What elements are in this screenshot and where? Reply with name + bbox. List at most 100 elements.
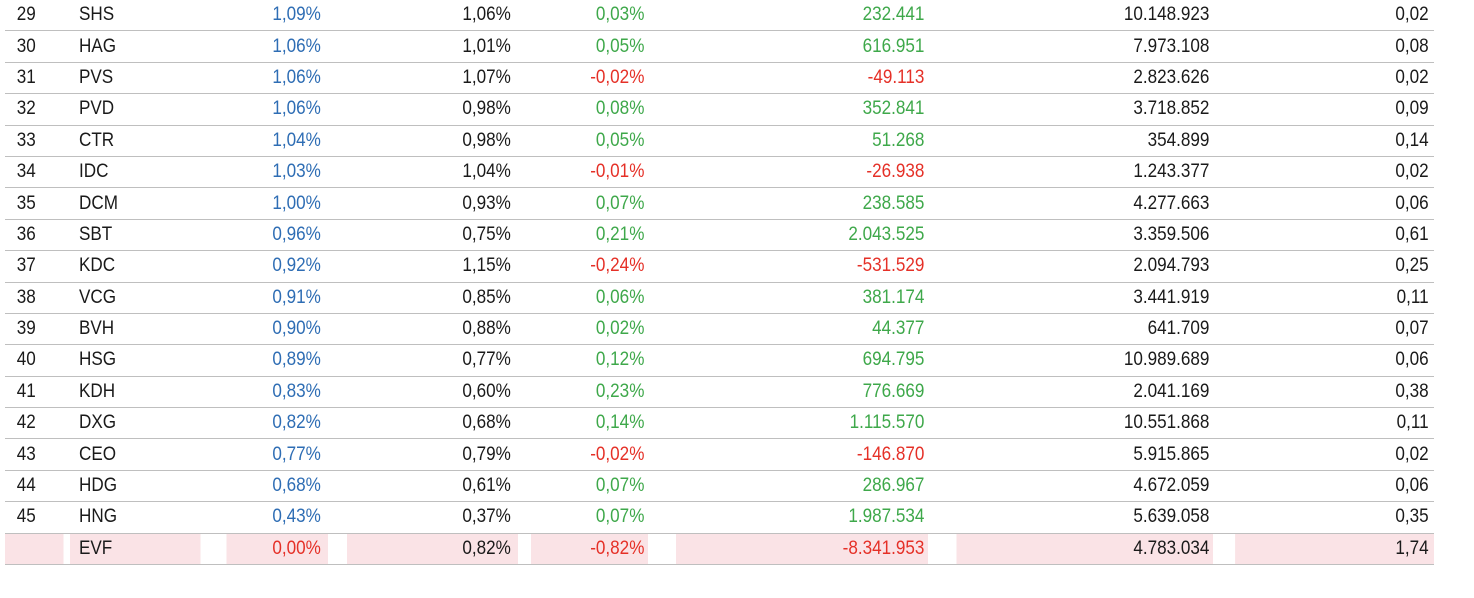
value-cell: 44.377 [676, 313, 928, 346]
volume-cell: 354.899 [956, 125, 1213, 157]
value-cell: -26.938 [676, 156, 928, 189]
value-cell: -531.529 [676, 250, 928, 283]
change-cell: 0,07% [531, 187, 648, 220]
value-cell: 238.585 [676, 187, 928, 220]
change-cell: 0,06% [531, 282, 648, 314]
prev-weight-cell: 0,68% [347, 407, 518, 440]
ticker-cell: SHS [70, 0, 201, 32]
value-cell: -49.113 [676, 62, 928, 95]
prev-weight-cell: 0,60% [347, 376, 518, 409]
prev-weight-cell: 1,07% [347, 62, 518, 95]
change-cell: 0,21% [531, 219, 648, 252]
ticker-cell: PVS [70, 62, 201, 95]
volume-cell: 3.441.919 [956, 282, 1213, 314]
ticker-cell: HSG [70, 344, 201, 377]
weight-cell: 1,06% [226, 30, 328, 63]
ratio-cell: 0,25 [1235, 250, 1434, 283]
volume-cell: 2.823.626 [956, 62, 1213, 95]
value-cell: 51.268 [676, 125, 928, 157]
ratio-cell: 0,35 [1235, 501, 1434, 534]
ticker-cell: HAG [70, 30, 201, 63]
ticker-cell: IDC [70, 156, 201, 189]
rank-cell: 33 [5, 125, 64, 157]
rank-cell: 42 [5, 407, 64, 440]
prev-weight-cell: 0,37% [347, 501, 518, 534]
ticker-cell: HDG [70, 470, 201, 503]
ticker-cell: CTR [70, 125, 201, 157]
table-row: 41 KDH 0,83% 0,60% 0,23% 776.669 2.041.169 0,38 [5, 376, 1434, 409]
rank-cell: 31 [5, 62, 64, 95]
change-cell: 0,07% [531, 501, 648, 534]
ratio-cell: 0,11 [1235, 407, 1434, 440]
volume-cell: 4.277.663 [956, 187, 1213, 220]
rank-cell: 44 [5, 470, 64, 503]
rank-cell: 30 [5, 30, 64, 63]
change-cell: 0,03% [531, 0, 648, 32]
ratio-cell: 0,02 [1235, 0, 1434, 32]
prev-weight-cell: 0,75% [347, 219, 518, 252]
table-row: 40 HSG 0,89% 0,77% 0,12% 694.795 10.989.689 0,0… [5, 344, 1434, 377]
volume-cell: 2.041.169 [956, 376, 1213, 409]
volume-cell: 641.709 [956, 313, 1213, 346]
weight-cell: 0,82% [226, 407, 328, 440]
value-cell: 232.441 [676, 0, 928, 32]
rank-cell: 39 [5, 313, 64, 346]
value-cell: 1.115.570 [676, 407, 928, 440]
change-cell: 0,05% [531, 125, 648, 157]
volume-cell: 3.359.506 [956, 219, 1213, 252]
value-cell: 694.795 [676, 344, 928, 377]
volume-cell: 7.973.108 [956, 30, 1213, 63]
prev-weight-cell: 0,77% [347, 344, 518, 377]
rank-cell: 34 [5, 156, 64, 189]
value-cell: -8.341.953 [676, 532, 928, 566]
weight-cell: 1,06% [226, 93, 328, 126]
rank-cell: 35 [5, 187, 64, 220]
change-cell: 0,14% [531, 407, 648, 440]
table-row: 31 PVS 1,06% 1,07% -0,02% -49.113 2.823.626 0,0… [5, 62, 1434, 95]
volume-cell: 5.915.865 [956, 438, 1213, 471]
value-cell: 352.841 [676, 93, 928, 126]
rank-cell: 32 [5, 93, 64, 126]
ratio-cell: 0,09 [1235, 93, 1434, 126]
ratio-cell: 0,02 [1235, 156, 1434, 189]
ticker-cell: SBT [70, 219, 201, 252]
table-row: 33 CTR 1,04% 0,98% 0,05% 51.268 354.899 0,14 [5, 125, 1434, 157]
rank-cell: 43 [5, 438, 64, 471]
ticker-cell: BVH [70, 313, 201, 346]
change-cell: 0,08% [531, 93, 648, 126]
volume-cell: 5.639.058 [956, 501, 1213, 534]
ticker-cell: EVF [70, 532, 201, 566]
change-cell: -0,01% [531, 156, 648, 189]
change-cell: 0,07% [531, 470, 648, 503]
stock-weight-table: 29 SHS 1,09% 1,06% 0,03% 232.441 10.148.923 0,0… [5, 0, 1434, 566]
ticker-cell: HNG [70, 501, 201, 534]
ticker-cell: KDC [70, 250, 201, 283]
ratio-cell: 0,02 [1235, 438, 1434, 471]
table-row: 44 HDG 0,68% 0,61% 0,07% 286.967 4.672.059 0,06 [5, 470, 1434, 503]
prev-weight-cell: 1,15% [347, 250, 518, 283]
rank-cell: 45 [5, 501, 64, 534]
weight-cell: 1,03% [226, 156, 328, 189]
prev-weight-cell: 1,04% [347, 156, 518, 189]
change-cell: 0,02% [531, 313, 648, 346]
prev-weight-cell: 1,06% [347, 0, 518, 32]
rank-cell: 41 [5, 376, 64, 409]
change-cell: 0,23% [531, 376, 648, 409]
volume-cell: 10.148.923 [956, 0, 1213, 32]
volume-cell: 2.094.793 [956, 250, 1213, 283]
weight-cell: 1,04% [226, 125, 328, 157]
table-body: 29 SHS 1,09% 1,06% 0,03% 232.441 10.148.923 0,0… [5, 0, 1434, 566]
weight-cell: 0,68% [226, 470, 328, 503]
value-cell: 2.043.525 [676, 219, 928, 252]
weight-cell: 0,00% [226, 532, 328, 566]
prev-weight-cell: 0,79% [347, 438, 518, 471]
value-cell: 286.967 [676, 470, 928, 503]
volume-cell: 1.243.377 [956, 156, 1213, 189]
volume-cell: 3.718.852 [956, 93, 1213, 126]
weight-cell: 0,91% [226, 282, 328, 314]
volume-cell: 10.989.689 [956, 344, 1213, 377]
ratio-cell: 0,11 [1235, 282, 1434, 314]
rank-cell: 38 [5, 282, 64, 314]
ticker-cell: VCG [70, 282, 201, 314]
value-cell: 616.951 [676, 30, 928, 63]
